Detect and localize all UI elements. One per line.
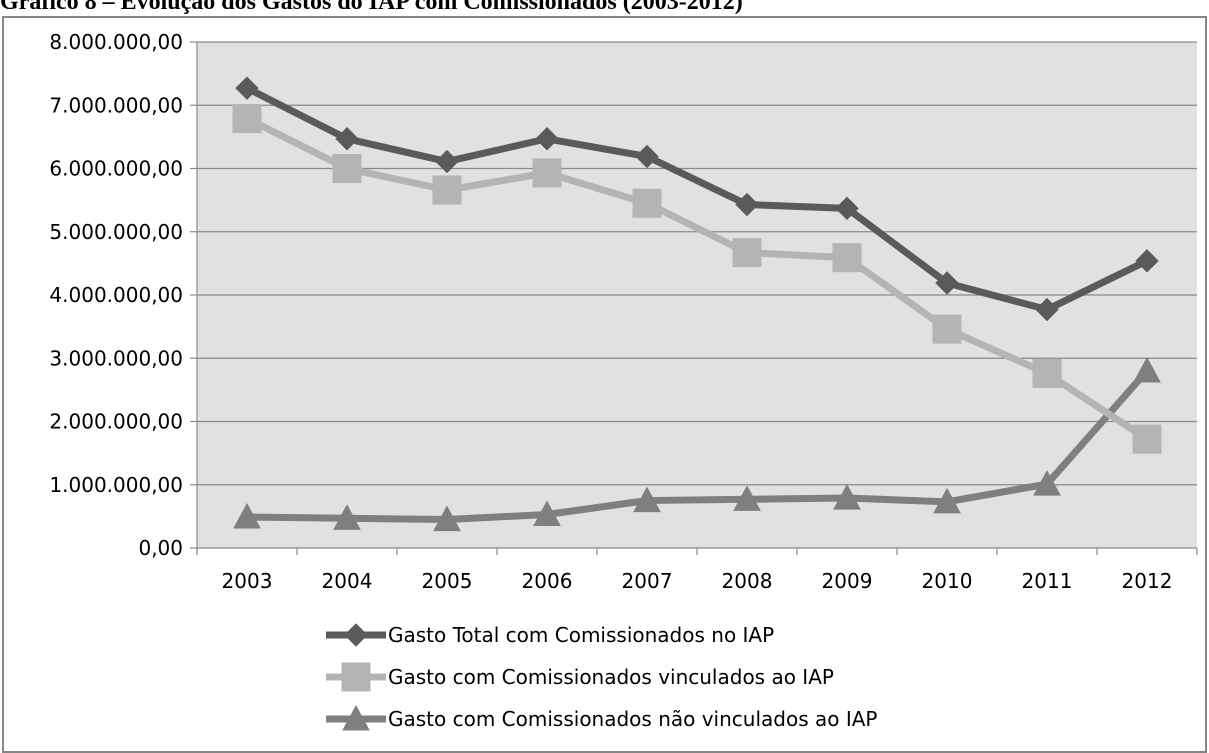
series-line [243, 84, 1151, 314]
legend-marker-triangle [342, 704, 370, 731]
gridlines [197, 41, 1197, 486]
data-point-triangle [333, 504, 361, 530]
data-point-triangle [833, 483, 861, 510]
legend: Gasto Total com Comissionados no IAP Gast… [326, 623, 877, 731]
x-tick-label: 2011 [1022, 569, 1073, 593]
y-tick-label: 8.000.000,00 [49, 30, 183, 54]
series-line [243, 367, 1151, 524]
data-point-square [1032, 358, 1062, 388]
x-tick-label: 2004 [322, 569, 373, 593]
data-point-diamond [1035, 297, 1059, 322]
x-tick-label: 2012 [1122, 569, 1173, 593]
data-point-square [332, 154, 362, 183]
data-point-square [532, 158, 562, 188]
data-point-triangle [1033, 470, 1061, 496]
y-tick-label: 6.000.000,00 [49, 157, 183, 181]
y-tick-label: 1.000.000,00 [49, 473, 183, 497]
legend-marker-diamond [344, 623, 368, 647]
x-tick-label: 2005 [422, 569, 473, 593]
data-point-diamond [435, 149, 459, 174]
axes [190, 41, 1198, 555]
data-point-square [632, 188, 662, 218]
chart-caption: Gráfico 8 – Evolução dos Gastos do IAP c… [0, 0, 743, 15]
data-point-triangle [533, 500, 561, 527]
data-point-square [932, 314, 962, 344]
data-point-square [732, 238, 762, 268]
x-tick-label: 2006 [522, 569, 573, 593]
legend-item: Gasto com Comissionados vinculados ao IA… [326, 662, 834, 692]
x-tick-label: 2003 [222, 569, 273, 593]
x-tick-label: 2008 [722, 569, 773, 593]
legend-marker-square [341, 662, 371, 692]
series-line [243, 115, 1151, 443]
data-point-triangle [233, 502, 261, 529]
series-layer [232, 76, 1162, 532]
data-point-triangle [733, 485, 761, 511]
data-point-diamond [735, 192, 759, 217]
data-point-diamond [235, 76, 259, 100]
x-tick-label: 2010 [922, 569, 973, 593]
y-tick-label: 3.000.000,00 [49, 346, 183, 370]
data-point-triangle [1133, 356, 1161, 383]
y-tick-label: 2.000.000,00 [49, 410, 183, 434]
series-triangle [233, 356, 1161, 532]
line-chart: 0,00 1.000.000,00 2.000.000,00 3.000.000,00… [49, 30, 1198, 731]
data-point-square [432, 175, 462, 205]
data-point-diamond [535, 127, 559, 151]
y-tick-label: 7.000.000,00 [49, 93, 183, 117]
series-square [232, 104, 1162, 454]
legend-item: Gasto Total com Comissionados no IAP [326, 623, 774, 647]
data-point-triangle [433, 505, 461, 532]
y-tick-labels: 0,00 1.000.000,00 2.000.000,00 3.000.000,00… [49, 30, 183, 560]
chart-frame: 0,00 1.000.000,00 2.000.000,00 3.000.000,00… [2, 16, 1207, 753]
x-tick-labels: 2003 2004 2005 2006 2007 2008 2009 2010 2011 2012 [222, 569, 1173, 593]
legend-label: Gasto com Comissionados vinculados ao IA… [388, 665, 834, 689]
x-tick-label: 2007 [622, 569, 673, 593]
data-point-square [832, 243, 862, 273]
legend-label: Gasto com Comissionados não vinculados a… [388, 707, 877, 731]
data-point-triangle [633, 486, 661, 513]
data-point-diamond [635, 144, 659, 169]
series-diamond [235, 76, 1159, 322]
data-point-triangle [933, 487, 961, 514]
data-point-diamond [335, 127, 359, 151]
y-tick-label: 0,00 [138, 536, 183, 560]
data-point-square [1132, 424, 1162, 454]
x-tick-label: 2009 [822, 569, 873, 593]
data-point-diamond [935, 271, 959, 295]
legend-label: Gasto Total com Comissionados no IAP [388, 623, 774, 647]
data-point-diamond [835, 196, 859, 221]
legend-item: Gasto com Comissionados não vinculados a… [326, 704, 877, 731]
y-tick-label: 4.000.000,00 [49, 283, 183, 307]
y-tick-label: 5.000.000,00 [49, 220, 183, 244]
data-point-square [232, 104, 262, 134]
data-point-diamond [1135, 249, 1159, 273]
